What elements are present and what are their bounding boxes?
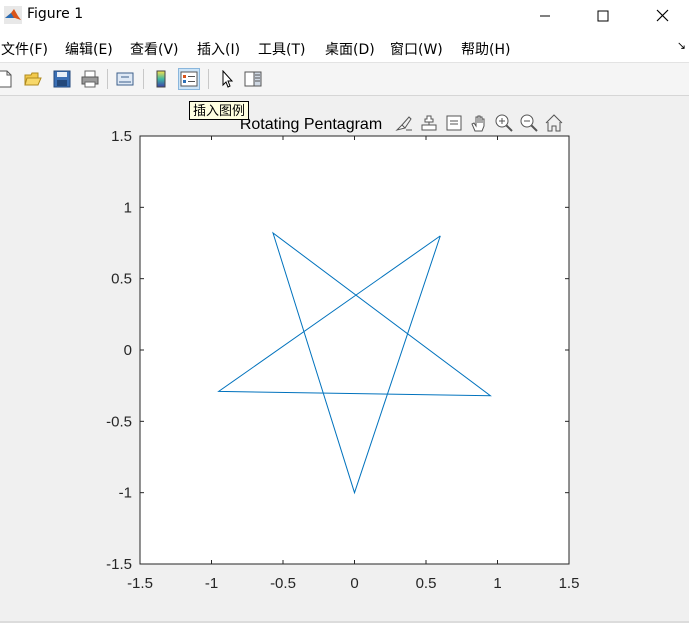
new-figure-icon <box>0 70 12 88</box>
zoom-out-button[interactable] <box>518 112 540 134</box>
window-title: Figure 1 <box>27 6 84 22</box>
zoom-in-icon <box>495 114 513 132</box>
insert-legend-icon <box>180 71 198 87</box>
menu-help[interactable]: 帮助(H) <box>461 42 511 58</box>
property-inspector-button[interactable] <box>242 68 264 90</box>
edit-plot-icon <box>222 70 234 88</box>
menu-edit[interactable]: 编辑(E) <box>65 42 113 58</box>
pan-icon <box>471 115 485 132</box>
y-tick-label: -1 <box>119 485 132 502</box>
menu-tools[interactable]: 工具(T) <box>258 42 306 58</box>
x-tick-label: -1.5 <box>127 575 153 592</box>
brush-icon <box>395 116 412 131</box>
menu-insert[interactable]: 插入(I) <box>197 42 241 58</box>
zoom-out-icon <box>520 114 538 132</box>
close-button[interactable] <box>639 0 685 31</box>
y-tick-label: 0 <box>124 342 132 359</box>
close-icon <box>656 9 668 22</box>
x-tick-label: 0.5 <box>416 575 437 592</box>
toolbar-separator <box>208 69 209 89</box>
y-tick-label: -1.5 <box>106 556 132 573</box>
open-file-button[interactable] <box>22 68 44 90</box>
open-file-icon <box>24 72 42 86</box>
axes-ticks <box>139 135 570 565</box>
x-tick-label: 1 <box>493 575 501 592</box>
x-tick-label: 0 <box>350 575 358 592</box>
insert-colorbar-button[interactable] <box>150 68 172 90</box>
toolbar-separator <box>107 69 108 89</box>
menu-window[interactable]: 窗口(W) <box>390 42 443 58</box>
print-icon <box>81 70 99 88</box>
x-tick-label: -1 <box>205 575 218 592</box>
y-tick-label: 1 <box>124 199 132 216</box>
menu-file[interactable]: 文件(F) <box>1 42 48 58</box>
y-tick-label: 1.5 <box>111 128 132 145</box>
save-icon <box>53 70 71 88</box>
maximize-button[interactable] <box>580 0 626 31</box>
zoom-in-button[interactable] <box>493 112 515 134</box>
data-tips-button[interactable] <box>418 112 440 134</box>
brush-button[interactable] <box>393 112 415 134</box>
maximize-icon <box>597 10 609 21</box>
x-tick-labels: -1.5 -1 -0.5 0 0.5 1 1.5 <box>127 575 579 592</box>
y-tick-labels: 1.5 1 0.5 0 -0.5 -1 -1.5 <box>106 128 132 573</box>
home-button[interactable] <box>543 112 565 134</box>
x-tick-label: 1.5 <box>559 575 580 592</box>
restore-view-button[interactable] <box>443 112 465 134</box>
menu-desktop[interactable]: 桌面(D) <box>325 42 375 58</box>
menu-bar: 文件(F) 编辑(E) 查看(V) 插入(I) 工具(T) 桌面(D) 窗口(W… <box>0 31 689 63</box>
legend-tooltip: 插入图例 <box>189 101 250 120</box>
title-bar: Figure 1 <box>0 0 689 31</box>
link-plot-button[interactable] <box>114 68 136 90</box>
print-button[interactable] <box>79 68 101 90</box>
menu-view[interactable]: 查看(V) <box>130 42 179 58</box>
window-bottom-border <box>0 621 689 623</box>
link-plot-icon <box>116 72 134 86</box>
menu-overflow-arrow-icon[interactable]: ↘ <box>676 39 686 52</box>
x-tick-label: -0.5 <box>270 575 296 592</box>
pentagram-line <box>217 231 492 495</box>
minimize-button[interactable] <box>522 0 568 31</box>
pan-button[interactable] <box>468 112 490 134</box>
axes-toolbar <box>393 112 565 134</box>
insert-legend-button[interactable] <box>178 68 200 90</box>
home-icon <box>545 114 563 132</box>
axes-box[interactable] <box>139 135 570 565</box>
minimize-icon <box>540 15 550 16</box>
y-tick-label: -0.5 <box>106 413 132 430</box>
restore-view-icon <box>446 115 462 131</box>
matlab-logo-icon <box>4 6 22 24</box>
save-button[interactable] <box>51 68 73 90</box>
chart-title: Rotating Pentagram <box>240 116 382 133</box>
toolbar-separator <box>143 69 144 89</box>
y-tick-label: 0.5 <box>111 271 132 288</box>
property-inspector-icon <box>244 71 262 87</box>
data-tips-icon <box>421 115 437 131</box>
new-figure-button[interactable] <box>0 68 16 90</box>
edit-plot-button[interactable] <box>216 68 238 90</box>
insert-colorbar-icon <box>156 70 166 88</box>
figure-toolbar <box>0 63 689 96</box>
